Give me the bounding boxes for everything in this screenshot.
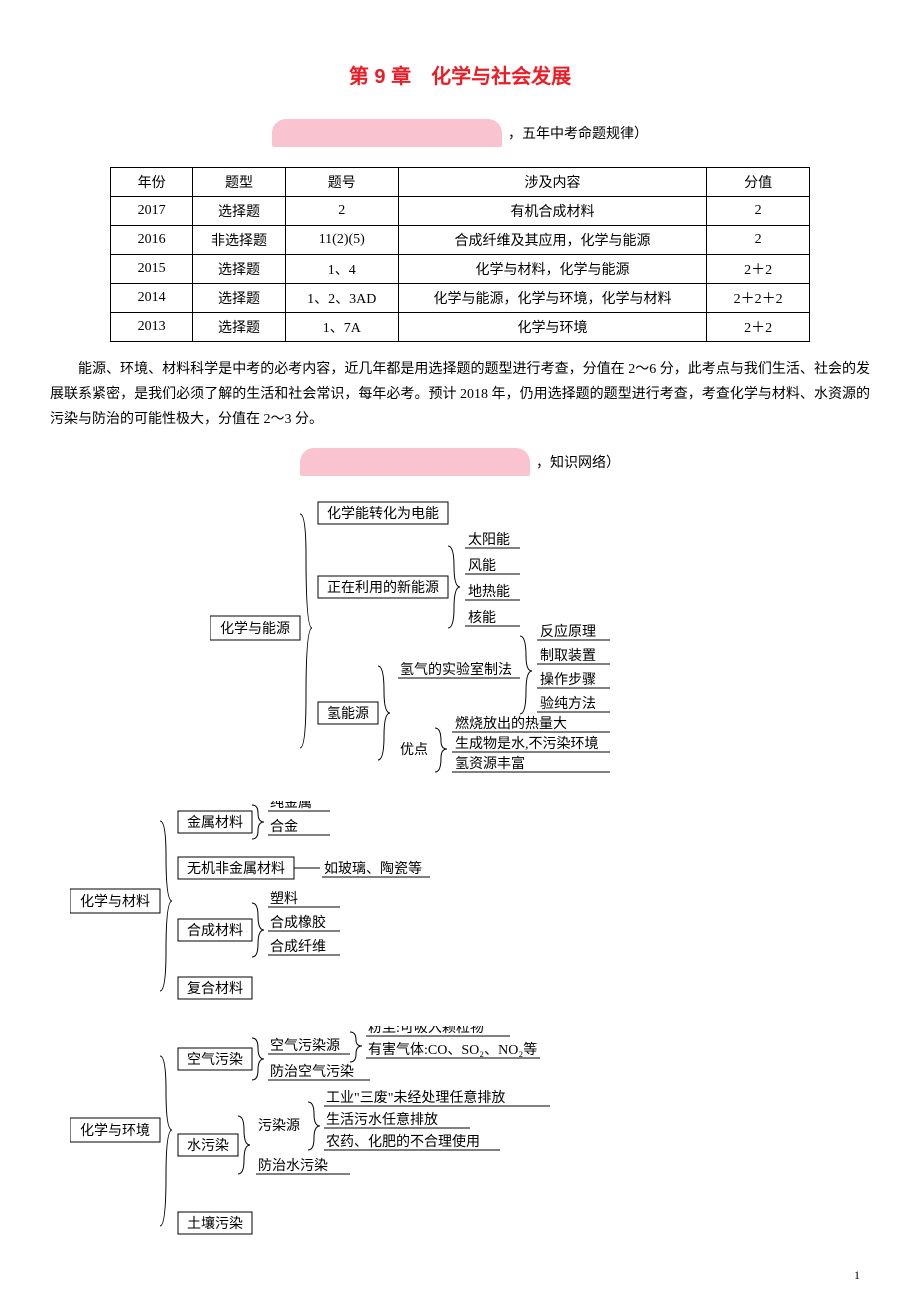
d2-b3: 合成材料 [187, 923, 243, 939]
section-label-row-1: ，五年中考命题规律） [50, 119, 870, 147]
d3-b2a-1: 生活污水任意排放 [326, 1111, 438, 1128]
table-cell: 选择题 [193, 284, 286, 313]
d2-b1-1: 合金 [270, 819, 298, 835]
d2-b1-0: 纯金属 [270, 801, 312, 811]
d3-b1a-0: 粉尘:可吸入颗粒物 [368, 1026, 484, 1036]
table-row: 2017选择题2有机合成材料2 [111, 197, 810, 226]
table-cell: 化学与材料，化学与能源 [398, 255, 706, 284]
section-label-1: ，五年中考命题规律） [508, 123, 648, 143]
th-num: 题号 [285, 168, 398, 197]
table-cell: 1、2、3AD [285, 284, 398, 313]
table-cell: 2 [707, 197, 810, 226]
th-type: 题型 [193, 168, 286, 197]
chapter-title: 第 9 章 化学与社会发展 [50, 60, 870, 89]
table-cell: 2＋2 [707, 255, 810, 284]
table-row: 2015选择题1、4化学与材料，化学与能源2＋2 [111, 255, 810, 284]
d1-b3b-0: 燃烧放出的热量大 [455, 715, 567, 732]
page-number: 1 [854, 1268, 860, 1283]
d1-b3b-1: 生成物是水,不污染环境 [455, 736, 599, 752]
d3-b2a-2: 农药、化肥的不合理使用 [326, 1133, 480, 1150]
d1-b2-3: 核能 [468, 610, 496, 626]
d1-b1: 化学能转化为电能 [327, 506, 439, 522]
d1-b2-0: 太阳能 [468, 532, 510, 548]
d1-b3a-1: 制取装置 [540, 648, 596, 664]
d1-root: 化学与能源 [220, 621, 290, 637]
table-body: 2017选择题2有机合成材料22016非选择题11(2)(5)合成纤维及其应用，… [111, 197, 810, 342]
table-cell: 选择题 [193, 197, 286, 226]
d3-b2a-0: 工业"三废"未经处理任意排放 [326, 1089, 505, 1106]
table-cell: 选择题 [193, 255, 286, 284]
table-cell: 选择题 [193, 313, 286, 342]
table-header-row: 年份 题型 题号 涉及内容 分值 [111, 168, 810, 197]
table-cell: 合成纤维及其应用，化学与能源 [398, 226, 706, 255]
table-cell: 1、7A [285, 313, 398, 342]
d2-b1: 金属材料 [187, 815, 243, 831]
table-cell: 11(2)(5) [285, 226, 398, 255]
diagram-energy: 化学与能源 化学能转化为电能 正在利用的新能源 太阳能 风能 地热能 核能 氢能… [210, 496, 860, 776]
table-row: 2016非选择题11(2)(5)合成纤维及其应用，化学与能源2 [111, 226, 810, 255]
summary-paragraph: 能源、环境、材料科学是中考的必考内容，近几年都是用选择题的题型进行考查，分值在 … [50, 357, 870, 433]
d1-b3: 氢能源 [327, 706, 369, 722]
pink-tab-icon [272, 119, 502, 147]
d2-b2: 无机非金属材料 [187, 861, 285, 877]
d2-root: 化学与材料 [80, 894, 150, 910]
table-cell: 2017 [111, 197, 193, 226]
d3-root: 化学与环境 [80, 1123, 150, 1139]
table-cell: 2015 [111, 255, 193, 284]
d3-b1a: 空气污染源 [270, 1038, 340, 1054]
th-year: 年份 [111, 168, 193, 197]
d1-b3a: 氢气的实验室制法 [400, 661, 512, 678]
d3-b1a-1: 有害气体:CO、SO₂、NO₂等 [368, 1041, 537, 1058]
d3-b2: 水污染 [187, 1138, 229, 1154]
table-cell: 2＋2 [707, 313, 810, 342]
d1-b3a-3: 验纯方法 [540, 696, 596, 712]
table-cell: 2 [707, 226, 810, 255]
d3-b1: 空气污染 [187, 1052, 243, 1068]
pink-tab-icon [300, 448, 530, 476]
th-content: 涉及内容 [398, 168, 706, 197]
table-cell: 化学与环境 [398, 313, 706, 342]
d1-b2-2: 地热能 [468, 584, 510, 600]
table-row: 2013选择题1、7A化学与环境2＋2 [111, 313, 810, 342]
diagram-container: 化学与能源 化学能转化为电能 正在利用的新能源 太阳能 风能 地热能 核能 氢能… [50, 496, 870, 1236]
d1-b3b-2: 氢资源丰富 [455, 755, 525, 772]
table-cell: 非选择题 [193, 226, 286, 255]
d2-b3-0: 塑料 [270, 891, 298, 907]
d1-b3a-0: 反应原理 [540, 623, 596, 640]
th-score: 分值 [707, 168, 810, 197]
section-label-row-2: ，知识网络） [50, 448, 870, 476]
d2-b2-note: 如玻璃、陶瓷等 [324, 860, 422, 877]
table-cell: 2013 [111, 313, 193, 342]
table-row: 2014选择题1、2、3AD化学与能源，化学与环境，化学与材料2＋2＋2 [111, 284, 810, 313]
d1-b3b: 优点 [400, 742, 428, 758]
table-cell: 2＋2＋2 [707, 284, 810, 313]
d1-b3a-2: 操作步骤 [540, 672, 596, 688]
table-cell: 化学与能源，化学与环境，化学与材料 [398, 284, 706, 313]
d2-b3-2: 合成纤维 [270, 939, 326, 955]
section-label-2: ，知识网络） [536, 452, 620, 472]
table-cell: 2014 [111, 284, 193, 313]
diagram-environment: 化学与环境 空气污染 空气污染源 粉尘:可吸入颗粒物 有害气体:CO、SO₂、N… [70, 1026, 690, 1236]
diagram-material: 化学与材料 金属材料 纯金属 合金 无机非金属材料 如玻璃、陶瓷等 合成材料 塑… [70, 801, 590, 1001]
d3-b1b: 防治空气污染 [270, 1064, 354, 1080]
table-cell: 有机合成材料 [398, 197, 706, 226]
d1-b2: 正在利用的新能源 [327, 580, 439, 596]
table-cell: 2 [285, 197, 398, 226]
d2-b3-1: 合成橡胶 [270, 914, 326, 931]
d3-b3: 土壤污染 [187, 1215, 243, 1232]
d3-b2a: 污染源 [258, 1118, 300, 1134]
d2-b4: 复合材料 [187, 980, 243, 997]
table-cell: 1、4 [285, 255, 398, 284]
d3-b2b: 防治水污染 [258, 1158, 328, 1174]
exam-pattern-table: 年份 题型 题号 涉及内容 分值 2017选择题2有机合成材料22016非选择题… [110, 167, 810, 342]
table-cell: 2016 [111, 226, 193, 255]
d1-b2-1: 风能 [468, 558, 496, 574]
